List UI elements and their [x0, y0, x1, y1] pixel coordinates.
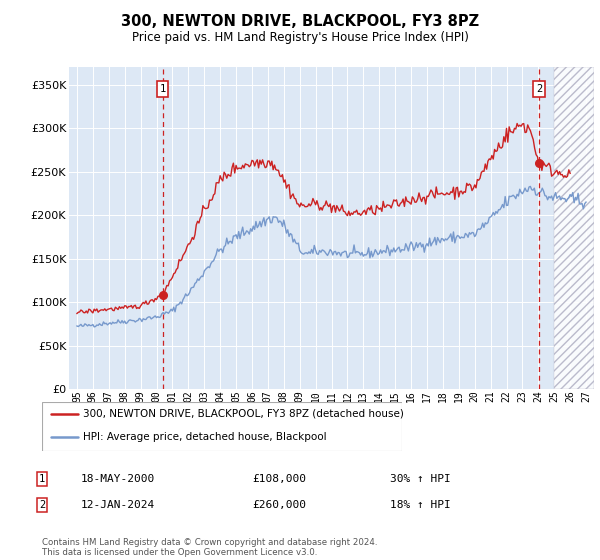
Text: 1: 1	[39, 474, 45, 484]
Text: 12-JAN-2024: 12-JAN-2024	[81, 500, 155, 510]
Text: 18-MAY-2000: 18-MAY-2000	[81, 474, 155, 484]
Text: 30% ↑ HPI: 30% ↑ HPI	[390, 474, 451, 484]
Text: 300, NEWTON DRIVE, BLACKPOOL, FY3 8PZ (detached house): 300, NEWTON DRIVE, BLACKPOOL, FY3 8PZ (d…	[83, 409, 404, 419]
Text: 2: 2	[536, 84, 542, 94]
Text: Price paid vs. HM Land Registry's House Price Index (HPI): Price paid vs. HM Land Registry's House …	[131, 31, 469, 44]
Text: £108,000: £108,000	[252, 474, 306, 484]
Bar	[554, 67, 594, 389]
Text: 18% ↑ HPI: 18% ↑ HPI	[390, 500, 451, 510]
Text: 1: 1	[160, 84, 166, 94]
Text: 2: 2	[39, 500, 45, 510]
Text: Contains HM Land Registry data © Crown copyright and database right 2024.
This d: Contains HM Land Registry data © Crown c…	[42, 538, 377, 557]
Text: £260,000: £260,000	[252, 500, 306, 510]
Text: 300, NEWTON DRIVE, BLACKPOOL, FY3 8PZ: 300, NEWTON DRIVE, BLACKPOOL, FY3 8PZ	[121, 14, 479, 29]
Text: HPI: Average price, detached house, Blackpool: HPI: Average price, detached house, Blac…	[83, 432, 327, 442]
Bar	[554, 67, 594, 389]
